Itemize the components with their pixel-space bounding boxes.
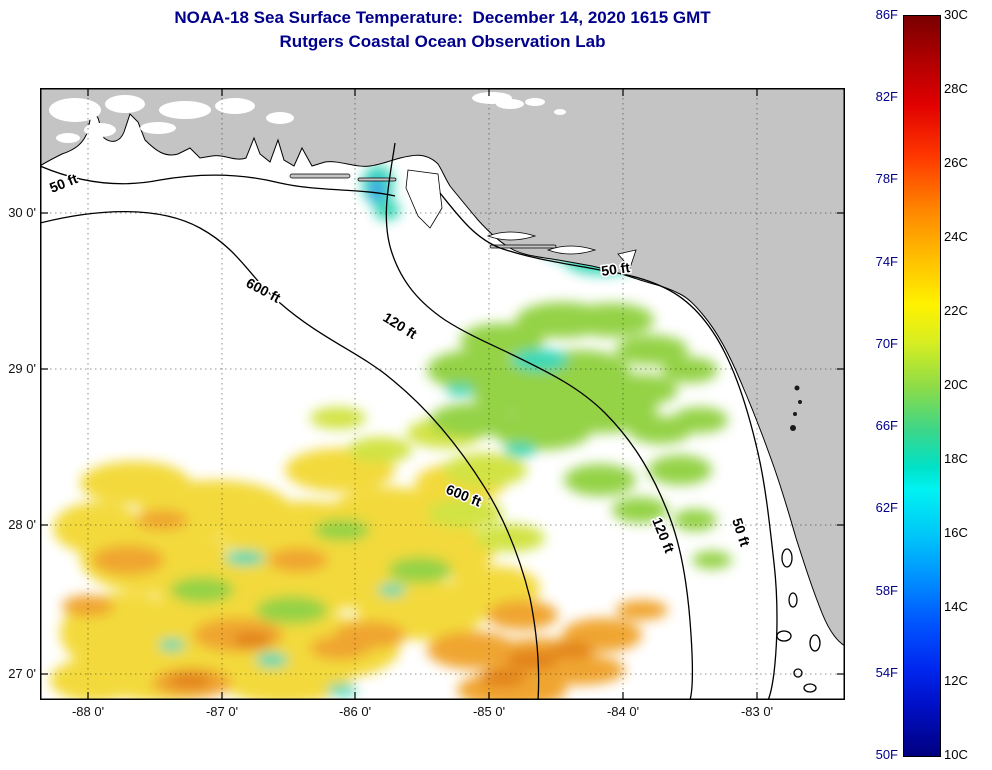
bathymetry-contours: [40, 142, 821, 700]
colorbar-label-86f: 86F: [875, 7, 898, 22]
colorbar-label-22c: 22C: [944, 303, 968, 318]
graticule-grid: [40, 88, 845, 700]
colorbar-label-28c: 28C: [944, 81, 968, 96]
y-axis-label-30: 30 0': [8, 205, 36, 220]
title-line2: Rutgers Coastal Ocean Observation Lab: [279, 32, 606, 51]
temperature-colorbar: [903, 15, 941, 757]
x-axis-label-88: -88 0': [71, 704, 105, 719]
title-line1: NOAA-18 Sea Surface Temperature: Decembe…: [174, 8, 711, 27]
colorbar-label-74f: 74F: [875, 254, 898, 269]
contour-label-50ft-west: 50 ft: [47, 170, 80, 196]
colorbar-label-12c: 12C: [944, 673, 968, 688]
colorbar-label-50f: 50F: [875, 747, 898, 762]
colorbar-label-54f: 54F: [875, 665, 898, 680]
y-axis-label-28: 28 0': [8, 517, 36, 532]
coastal-bays: [405, 169, 637, 269]
sst-map: 50 ft 600 ft 120 ft 50 ft 600 ft 120 ft …: [40, 88, 845, 700]
colorbar-label-26c: 26C: [944, 155, 968, 170]
colorbar-label-82f: 82F: [875, 89, 898, 104]
colorbar-label-78f: 78F: [875, 171, 898, 186]
contour-label-50ft-panhandle: 50 ft: [600, 259, 631, 279]
x-axis-label-87: -87 0': [205, 704, 239, 719]
colorbar-label-18c: 18C: [944, 451, 968, 466]
colorbar-label-58f: 58F: [875, 583, 898, 598]
land-mass: [40, 88, 845, 647]
figure-title: NOAA-18 Sea Surface Temperature: Decembe…: [40, 6, 845, 54]
colorbar-label-62f: 62F: [875, 500, 898, 515]
x-axis-label-85: -85 0': [472, 704, 506, 719]
map-frame: [40, 88, 845, 700]
colorbar-label-10c: 10C: [944, 747, 968, 762]
colorbar-label-16c: 16C: [944, 525, 968, 540]
y-axis-label-27: 27 0': [8, 666, 36, 681]
colorbar-label-66f: 66F: [875, 418, 898, 433]
colorbar-label-14c: 14C: [944, 599, 968, 614]
x-axis-label-84: -84 0': [606, 704, 640, 719]
colorbar-label-30c: 30C: [944, 7, 968, 22]
y-axis-label-29: 29 0': [8, 361, 36, 376]
colorbar-label-70f: 70F: [875, 336, 898, 351]
cloud-gap: [472, 92, 566, 115]
x-axis-label-83: -83 0': [740, 704, 774, 719]
colorbar-label-24c: 24C: [944, 229, 968, 244]
barrier-islands: [289, 173, 557, 249]
coastal-rocks: [790, 385, 802, 431]
x-axis-label-86: -86 0': [338, 704, 372, 719]
marsh-lakes: [49, 95, 294, 143]
colorbar-label-20c: 20C: [944, 377, 968, 392]
